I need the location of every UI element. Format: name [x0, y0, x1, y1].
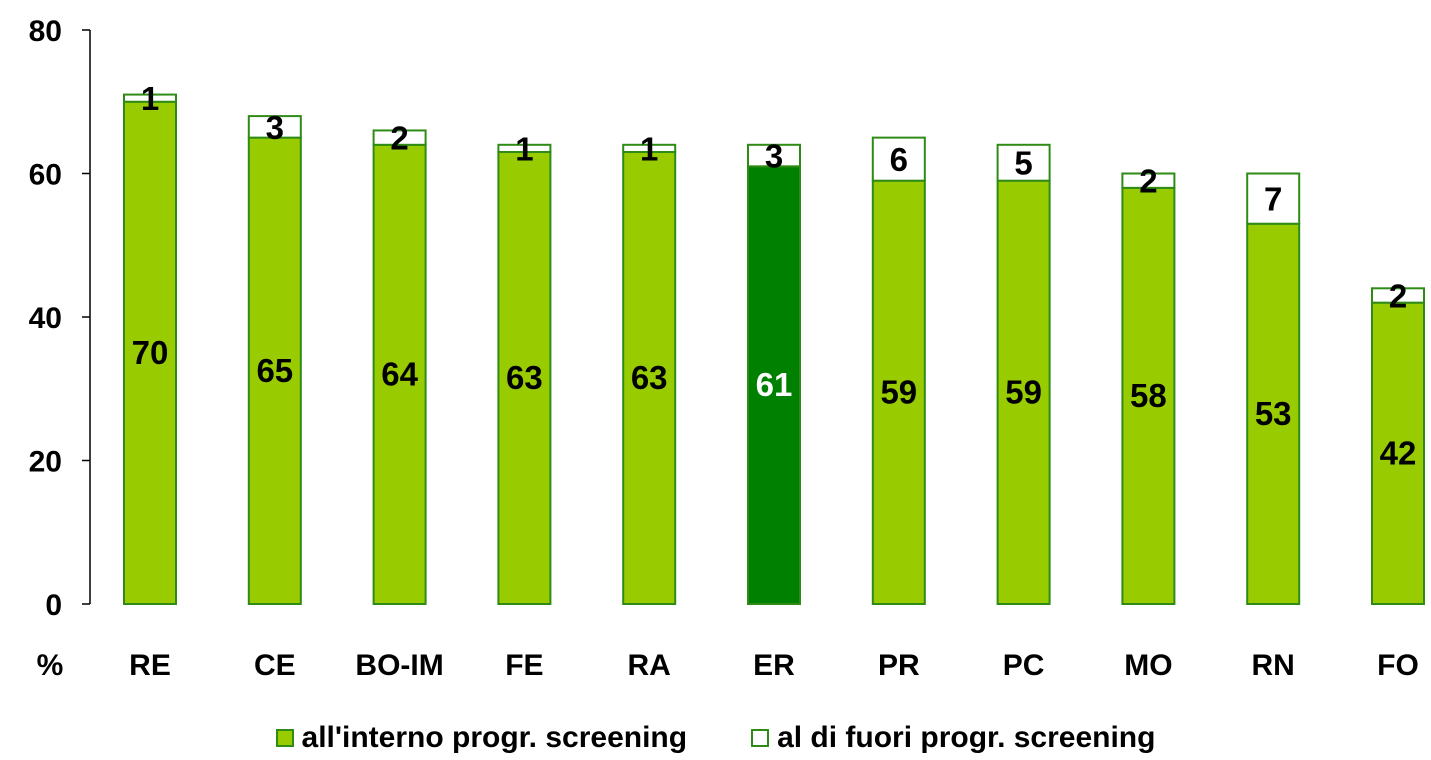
data-label-inside-fo: 42 [1380, 434, 1417, 471]
x-category-label: FO [1377, 649, 1419, 682]
bar-outside-screening-bo-im [372, 129, 427, 146]
bar-outside-screening-ra [622, 143, 677, 153]
bar-outside-screening-ce [247, 115, 302, 139]
bar-inside-screening-pc [996, 179, 1051, 606]
bar-inside-screening-bo-im [372, 143, 427, 606]
y-tick-label: 60 [29, 159, 62, 192]
data-label-outside-fo: 2 [1389, 277, 1407, 314]
y-tick-label: 20 [29, 446, 62, 479]
legend-label-outside-screening: al di fuori progr. screening [777, 721, 1156, 754]
x-category-label: FE [505, 649, 543, 682]
legend-swatch-outside-screening [751, 729, 770, 747]
chart-axes: 0 20 40 60 80% [29, 15, 91, 682]
data-label-inside-er: 61 [756, 366, 793, 403]
legend-label-inside-screening: all'interno progr. screening [301, 721, 688, 754]
data-label-outside-pr: 6 [890, 141, 908, 178]
data-label-outside-ce: 3 [266, 109, 284, 146]
data-label-outside-mo: 2 [1139, 163, 1157, 200]
bar-outside-screening-pc [996, 143, 1051, 182]
chart-labels: 70 1 RE 65 3 CE 64 2 BO-IM 63 1 FE 63 1 RA 61 3 ER 59 6 PR 59… [129, 80, 1419, 682]
legend-item-outside-screening: al di fuori progr. screening [751, 721, 1155, 755]
bar-inside-screening-pr [871, 179, 926, 606]
x-category-label: ER [753, 649, 795, 682]
bar-inside-screening-ce [247, 136, 302, 605]
bar-outside-screening-mo [1121, 172, 1176, 189]
bar-inside-screening-mo [1121, 186, 1176, 605]
data-label-inside-ce: 65 [256, 352, 293, 389]
x-category-label: PC [1003, 649, 1045, 682]
bar-outside-screening-fe [497, 143, 552, 153]
data-label-inside-fe: 63 [506, 359, 543, 396]
data-label-outside-bo-im: 2 [390, 120, 408, 157]
data-label-inside-rn: 53 [1255, 395, 1292, 432]
bar-inside-screening-re [123, 100, 177, 605]
bar-outside-screening-er [747, 143, 801, 168]
bar-outside-screening-rn [1246, 172, 1301, 225]
y-unit-label: % [37, 649, 64, 682]
data-label-inside-mo: 58 [1130, 377, 1167, 414]
x-category-label: PR [878, 649, 920, 682]
data-label-inside-pc: 59 [1005, 373, 1042, 410]
bar-outside-screening-pr [871, 136, 926, 182]
x-category-label: RN [1252, 649, 1295, 682]
bar-outside-screening-re [123, 93, 177, 103]
data-label-inside-re: 70 [132, 334, 169, 371]
x-category-label: RE [129, 649, 171, 682]
data-label-outside-fe: 1 [515, 130, 533, 167]
bar-outside-screening-fo [1371, 287, 1425, 304]
bar-inside-screening-fo [1371, 301, 1425, 605]
legend-item-inside-screening: all'interno progr. screening [275, 721, 688, 755]
legend-swatch-inside-screening [275, 729, 294, 747]
data-label-inside-bo-im: 64 [381, 355, 418, 392]
data-label-inside-ra: 63 [631, 359, 668, 396]
y-tick-label: 80 [29, 15, 62, 48]
chart-bars [123, 93, 1425, 606]
y-tick-label: 0 [45, 589, 62, 622]
data-label-inside-pr: 59 [880, 373, 917, 410]
data-label-outside-er: 3 [765, 138, 783, 175]
x-category-label: BO-IM [355, 649, 443, 682]
data-label-outside-ra: 1 [640, 130, 658, 167]
x-category-label: RA [628, 649, 671, 682]
x-category-label: CE [254, 649, 296, 682]
data-label-outside-rn: 7 [1264, 181, 1282, 218]
bar-inside-screening-er [747, 165, 801, 605]
data-label-outside-pc: 5 [1014, 145, 1032, 182]
x-category-label: MO [1124, 649, 1172, 682]
y-tick-label: 40 [29, 302, 62, 335]
data-label-outside-re: 1 [141, 80, 159, 117]
chart-legend: all'interno progr. screening al di fuori… [0, 718, 1431, 758]
